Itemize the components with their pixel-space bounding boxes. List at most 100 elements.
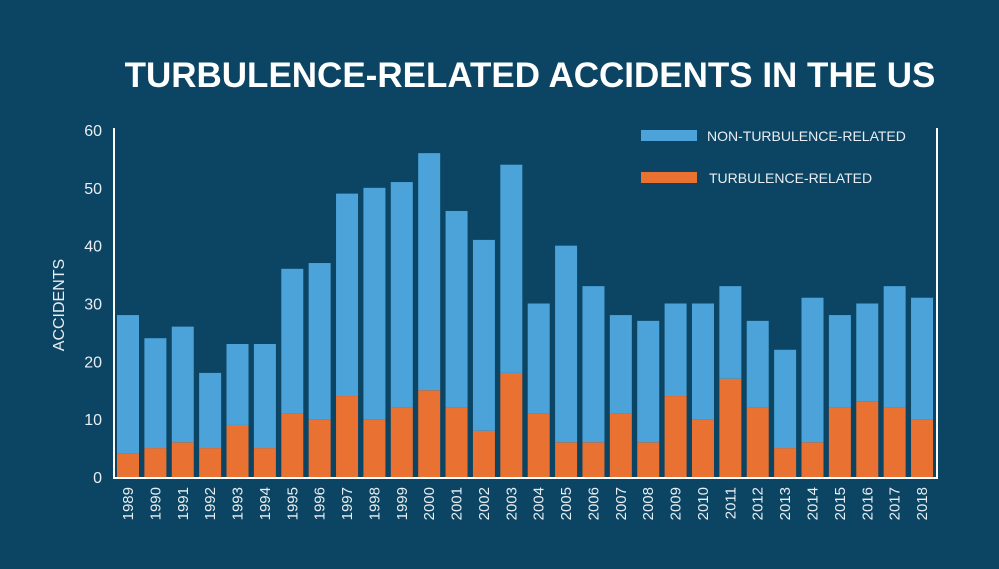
x-tick-label: 1997: [339, 487, 356, 520]
x-tick-label: 2006: [585, 487, 602, 520]
x-tick-label: 2008: [640, 487, 657, 520]
y-tick-label: 0: [93, 470, 102, 487]
x-tick-label: 2002: [476, 487, 493, 520]
bar-turbulence-2000: [418, 390, 441, 477]
bar-turbulence-2002: [472, 430, 495, 477]
bar-non-turbulence-1994: [253, 343, 276, 449]
bar-non-turbulence-2000: [418, 153, 441, 391]
bar-non-turbulence-1991: [171, 326, 194, 443]
bar-turbulence-1989: [117, 453, 139, 477]
bar-non-turbulence-1989: [117, 315, 139, 454]
bar-turbulence-2003: [500, 372, 523, 477]
x-tick-label: 1998: [366, 487, 383, 520]
x-tick-label: 1995: [284, 487, 301, 520]
bar-turbulence-2006: [582, 442, 605, 477]
bar-turbulence-2013: [774, 448, 797, 477]
x-tick-label: 2000: [421, 487, 438, 520]
bar-non-turbulence-1993: [226, 343, 249, 425]
bar-non-turbulence-2001: [445, 210, 468, 408]
bar-turbulence-1992: [199, 448, 222, 477]
bar-non-turbulence-2005: [555, 245, 578, 443]
legend: NON-TURBULENCE-RELATED TURBULENCE-RELATE…: [641, 128, 906, 186]
y-tick-label: 50: [84, 181, 102, 198]
bar-non-turbulence-2003: [500, 164, 523, 373]
bar-non-turbulence-2002: [472, 239, 495, 431]
x-tick-label: 1989: [120, 487, 137, 520]
bar-turbulence-2010: [691, 419, 714, 477]
bar-non-turbulence-1990: [144, 338, 167, 449]
x-tick-label: 2003: [503, 487, 520, 520]
bar-non-turbulence-2007: [609, 315, 632, 414]
x-tick-label: 2015: [832, 487, 849, 520]
y-tick-label: 10: [84, 412, 102, 429]
bar-turbulence-2018: [911, 419, 934, 477]
bar-turbulence-1997: [336, 396, 359, 477]
x-tick-label: 2013: [777, 487, 794, 520]
bar-turbulence-1990: [144, 448, 167, 477]
x-tick-label: 1994: [257, 487, 274, 520]
y-tick-label: 60: [84, 123, 102, 140]
bar-turbulence-2004: [527, 413, 550, 477]
legend-swatch-turbulence: [641, 172, 697, 183]
bar-turbulence-1998: [363, 419, 386, 477]
x-tick-label: 1999: [394, 487, 411, 520]
x-tick-label: 1993: [230, 487, 247, 520]
bar-turbulence-2011: [719, 378, 742, 477]
bar-non-turbulence-2016: [856, 303, 879, 402]
bar-turbulence-2014: [801, 442, 824, 477]
bar-turbulence-1996: [308, 419, 331, 477]
bar-non-turbulence-1998: [363, 187, 386, 420]
bar-turbulence-2007: [609, 413, 632, 477]
x-tick-label: 2004: [531, 487, 548, 520]
bar-turbulence-1991: [171, 442, 194, 477]
y-tick-label: 30: [84, 297, 102, 314]
bar-non-turbulence-1995: [281, 268, 304, 414]
bar-non-turbulence-2018: [911, 297, 934, 420]
x-tick-label: 2017: [887, 487, 904, 520]
bar-turbulence-2009: [664, 396, 687, 477]
x-tick-label: 2005: [558, 487, 575, 520]
chart-title: TURBULENCE-RELATED ACCIDENTS IN THE US: [125, 56, 936, 95]
x-tick-label: 2018: [914, 487, 931, 520]
bar-non-turbulence-2004: [527, 303, 550, 414]
x-tick-label: 1992: [202, 487, 219, 520]
bar-turbulence-2008: [637, 442, 660, 477]
bar-turbulence-1999: [390, 407, 413, 477]
x-tick-label: 2012: [750, 487, 767, 520]
bar-turbulence-1994: [253, 448, 276, 477]
bar-non-turbulence-2012: [746, 320, 769, 408]
x-tick-label: 2016: [859, 487, 876, 520]
legend-label-turbulence: TURBULENCE-RELATED: [709, 170, 872, 186]
y-tick-label: 20: [84, 354, 102, 371]
bar-non-turbulence-2013: [774, 349, 797, 449]
y-tick-label: 40: [84, 239, 102, 256]
x-tick-label: 1991: [175, 487, 192, 520]
x-tick-label: 1990: [147, 487, 164, 520]
bar-non-turbulence-2011: [719, 286, 742, 379]
bar-non-turbulence-2008: [637, 320, 660, 443]
bar-turbulence-2016: [856, 401, 879, 477]
bar-non-turbulence-1999: [390, 182, 413, 408]
bar-non-turbulence-2014: [801, 297, 824, 443]
x-tick-label: 1996: [312, 487, 329, 520]
bar-non-turbulence-1997: [336, 193, 359, 397]
y-axis-label: ACCIDENTS: [51, 259, 68, 351]
bar-turbulence-2017: [883, 407, 906, 477]
bar-non-turbulence-2009: [664, 303, 687, 397]
x-tick-label: 2007: [613, 487, 630, 520]
x-tick-label: 2011: [722, 487, 739, 519]
bar-non-turbulence-2015: [828, 315, 851, 408]
bar-turbulence-1993: [226, 424, 249, 477]
bar-turbulence-2005: [555, 442, 578, 477]
bar-turbulence-2015: [828, 407, 851, 477]
bar-non-turbulence-1996: [308, 263, 331, 420]
bar-non-turbulence-2006: [582, 286, 605, 443]
x-tick-label: 2010: [695, 487, 712, 520]
x-tick-label: 2009: [668, 487, 685, 520]
bar-non-turbulence-2017: [883, 286, 906, 408]
bar-turbulence-2012: [746, 407, 769, 477]
bar-non-turbulence-1992: [199, 372, 222, 449]
bar-turbulence-2001: [445, 407, 468, 477]
bar-non-turbulence-2010: [691, 303, 714, 420]
